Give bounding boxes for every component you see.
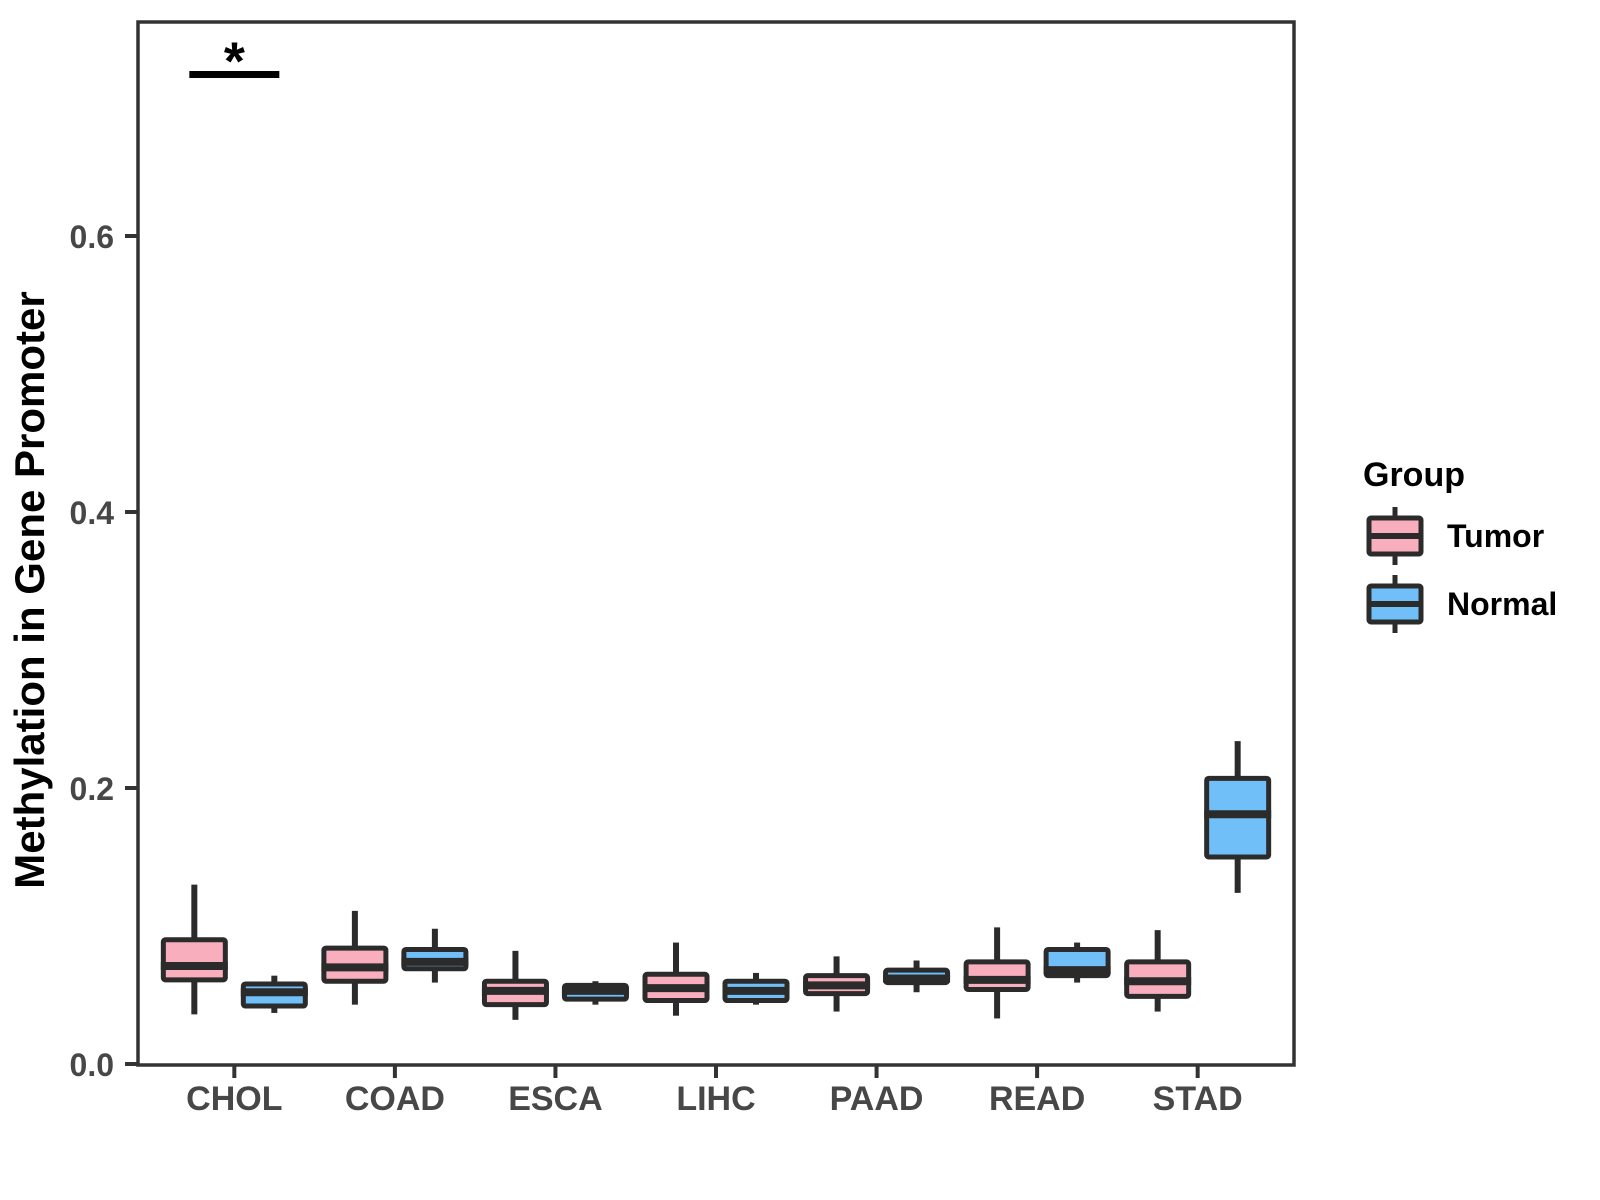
- boxplots: [160, 741, 1272, 1020]
- legend: Group Tumor Normal: [1363, 456, 1557, 633]
- boxplot-STAD-Normal: [1204, 741, 1272, 893]
- x-axis: CHOL COAD ESCA LIHC PAAD READ STAD: [186, 1065, 1243, 1118]
- boxplot-CHOL-Tumor: [160, 884, 228, 1015]
- boxplot-READ-Tumor: [963, 927, 1031, 1019]
- boxplot-READ-Normal: [1043, 942, 1111, 983]
- boxplot-LIHC-Normal: [722, 972, 790, 1005]
- y-axis: 0.0 0.2 0.4 0.6: [70, 219, 137, 1083]
- boxplot-ESCA-Normal: [561, 981, 629, 1005]
- y-tick-label: 0.2: [70, 771, 114, 807]
- iqr-box: [160, 937, 228, 983]
- iqr-box: [963, 959, 1031, 992]
- x-category-label: PAAD: [830, 1080, 924, 1118]
- boxplot-PAAD-Tumor: [803, 956, 871, 1012]
- y-tick-label: 0.0: [70, 1047, 114, 1083]
- legend-entry-normal: Normal: [1366, 575, 1557, 633]
- x-category-label: COAD: [345, 1080, 445, 1118]
- x-category-label: CHOL: [186, 1080, 282, 1118]
- boxplot-LIHC-Tumor: [642, 942, 710, 1016]
- significance-annotation: *: [189, 32, 280, 92]
- x-category-label: ESCA: [508, 1080, 602, 1118]
- y-tick-label: 0.4: [70, 495, 115, 531]
- x-category-label: STAD: [1153, 1080, 1243, 1118]
- y-axis-title: Methylation in Gene Promoter: [6, 291, 53, 888]
- boxplot-COAD-Tumor: [321, 910, 389, 1005]
- boxplot-ESCA-Tumor: [481, 950, 549, 1020]
- boxplot-COAD-Normal: [401, 928, 469, 983]
- x-category-label: READ: [989, 1080, 1085, 1118]
- y-tick-label: 0.6: [70, 219, 114, 255]
- boxplot-CHOL-Normal: [240, 975, 308, 1013]
- plot-panel-border: [136, 20, 1296, 1067]
- boxplot-STAD-Tumor: [1124, 930, 1192, 1012]
- legend-entry-tumor: Tumor: [1366, 507, 1544, 565]
- legend-entries: Tumor Normal: [1366, 507, 1557, 633]
- significance-star: *: [224, 32, 245, 92]
- legend-label: Tumor: [1447, 518, 1544, 554]
- legend-label: Normal: [1447, 586, 1557, 622]
- boxplot-PAAD-Normal: [883, 960, 951, 993]
- legend-title: Group: [1363, 456, 1465, 494]
- x-category-label: LIHC: [676, 1080, 755, 1118]
